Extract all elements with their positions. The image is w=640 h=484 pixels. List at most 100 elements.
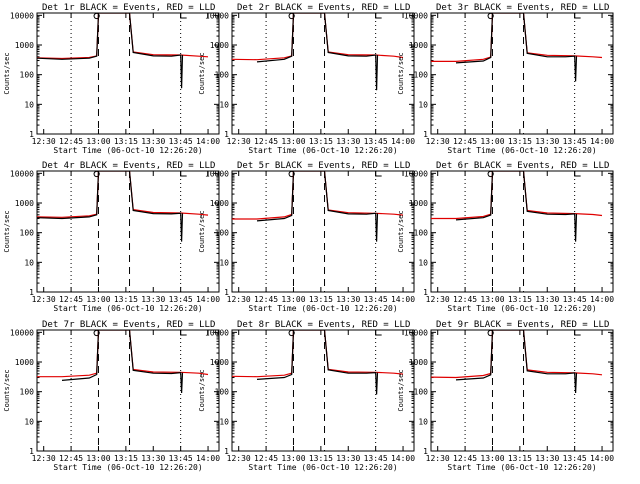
x-tick-label: 12:45 xyxy=(254,137,278,146)
detector-panel: Det 7r BLACK = Events, RED = LLD 1 10 100 10… xyxy=(3,320,220,472)
flare-circle-marker xyxy=(288,329,295,337)
y-tick-label: 10000 xyxy=(10,11,34,20)
y-tick-label: 10 xyxy=(219,417,229,426)
y-tick-label: 1000 xyxy=(409,358,428,367)
events-series-line xyxy=(455,330,578,394)
lld-series-line xyxy=(431,171,603,220)
y-tick-label: 10000 xyxy=(404,169,428,178)
x-tick-label: 13:00 xyxy=(86,295,110,304)
panel-title: Det 2r BLACK = Events, RED = LLD xyxy=(237,3,410,13)
y-tick-label: 100 xyxy=(215,71,230,80)
x-tick-label: 13:45 xyxy=(364,295,388,304)
detector-panel: Det 1r BLACK = Events, RED = LLD 1 10 100 10… xyxy=(3,3,220,155)
y-tick-label: 10000 xyxy=(404,11,428,20)
y-axis-label: Counts/sec xyxy=(198,52,206,94)
y-axis-label: Counts/sec xyxy=(397,210,405,252)
x-tick-label: 13:00 xyxy=(281,295,305,304)
bracket-marker xyxy=(574,171,581,177)
x-tick-label: 14:00 xyxy=(590,454,614,463)
x-tick-label: 12:30 xyxy=(32,137,56,146)
lld-series-line xyxy=(431,330,603,379)
x-axis-label: Start Time (06-Oct-10 12:26:20) xyxy=(53,304,202,313)
y-tick-label: 10000 xyxy=(10,169,34,178)
events-series-line xyxy=(256,171,379,242)
bracket-marker xyxy=(375,171,382,177)
x-tick-label: 13:00 xyxy=(281,137,305,146)
x-tick-label: 14:00 xyxy=(391,454,415,463)
y-tick-label: 1 xyxy=(224,288,229,297)
y-tick-label: 10 xyxy=(24,417,34,426)
x-tick-label: 13:00 xyxy=(86,454,110,463)
x-tick-label: 12:45 xyxy=(453,137,477,146)
y-tick-label: 10 xyxy=(24,100,34,109)
bracket-marker xyxy=(180,13,187,19)
panel-title: Det 4r BLACK = Events, RED = LLD xyxy=(42,161,215,171)
x-tick-label: 12:30 xyxy=(32,295,56,304)
x-tick-label: 12:30 xyxy=(426,295,450,304)
detector-panel: Det 8r BLACK = Events, RED = LLD 1 10 100 10… xyxy=(198,320,415,472)
y-tick-label: 10000 xyxy=(205,169,229,178)
flare-circle-marker xyxy=(288,12,295,20)
panel-title: Det 6r BLACK = Events, RED = LLD xyxy=(436,161,609,171)
x-tick-label: 13:45 xyxy=(169,454,193,463)
x-tick-label: 14:00 xyxy=(590,295,614,304)
bracket-marker xyxy=(574,13,581,19)
x-tick-label: 13:45 xyxy=(169,295,193,304)
x-tick-label: 13:30 xyxy=(141,295,165,304)
plot-frame xyxy=(430,12,614,135)
x-axis-label: Start Time (06-Oct-10 12:26:20) xyxy=(248,463,397,472)
flare-circle-marker xyxy=(93,329,100,337)
events-series-line xyxy=(37,13,184,89)
lld-series-line xyxy=(37,13,209,60)
x-tick-label: 12:45 xyxy=(59,454,83,463)
y-tick-label: 100 xyxy=(20,71,35,80)
x-tick-label: 14:00 xyxy=(391,295,415,304)
y-axis-label: Counts/sec xyxy=(397,369,405,411)
x-tick-label: 14:00 xyxy=(590,137,614,146)
x-tick-label: 13:45 xyxy=(364,137,388,146)
events-series-line xyxy=(256,330,379,395)
y-axis-label: Counts/sec xyxy=(3,369,11,411)
x-tick-label: 13:00 xyxy=(86,137,110,146)
detector-panel: Det 9r BLACK = Events, RED = LLD 1 10 100 10… xyxy=(397,320,614,472)
x-tick-label: 13:45 xyxy=(364,454,388,463)
plot-frame xyxy=(430,329,614,452)
detector-panel: Det 4r BLACK = Events, RED = LLD 1 10 100 10… xyxy=(3,161,220,313)
plot-frame xyxy=(430,170,614,293)
y-tick-label: 1 xyxy=(29,288,34,297)
x-tick-label: 13:15 xyxy=(309,295,333,304)
y-tick-label: 10000 xyxy=(205,11,229,20)
flare-circle-marker xyxy=(487,170,494,178)
events-series-line xyxy=(455,13,578,82)
events-series-line xyxy=(256,13,379,91)
x-tick-label: 13:15 xyxy=(508,295,532,304)
x-tick-label: 13:30 xyxy=(535,137,559,146)
y-tick-label: 1 xyxy=(423,447,428,456)
plot-frame xyxy=(36,12,220,135)
x-tick-label: 13:00 xyxy=(480,454,504,463)
x-axis-label: Start Time (06-Oct-10 12:26:20) xyxy=(53,146,202,155)
events-series-line xyxy=(61,330,184,394)
x-axis-label: Start Time (06-Oct-10 12:26:20) xyxy=(248,304,397,313)
y-tick-label: 10000 xyxy=(205,328,229,337)
plot-frame xyxy=(231,329,415,452)
y-axis-label: Counts/sec xyxy=(397,52,405,94)
flare-circle-marker xyxy=(288,170,295,178)
y-tick-label: 10 xyxy=(418,417,428,426)
y-axis-label: Counts/sec xyxy=(198,210,206,252)
flare-circle-marker xyxy=(93,170,100,178)
y-tick-label: 100 xyxy=(414,229,429,238)
x-tick-label: 13:30 xyxy=(535,454,559,463)
panel-title: Det 5r BLACK = Events, RED = LLD xyxy=(237,161,410,171)
x-tick-label: 13:45 xyxy=(169,137,193,146)
x-tick-label: 13:15 xyxy=(508,454,532,463)
panel-title: Det 8r BLACK = Events, RED = LLD xyxy=(237,320,410,330)
plot-frame xyxy=(231,170,415,293)
flare-circle-marker xyxy=(487,329,494,337)
x-tick-label: 12:30 xyxy=(32,454,56,463)
x-tick-label: 14:00 xyxy=(196,454,220,463)
x-tick-label: 13:30 xyxy=(141,454,165,463)
panel-title: Det 9r BLACK = Events, RED = LLD xyxy=(436,320,609,330)
y-axis-label: Counts/sec xyxy=(198,369,206,411)
lld-series-line xyxy=(232,13,404,61)
